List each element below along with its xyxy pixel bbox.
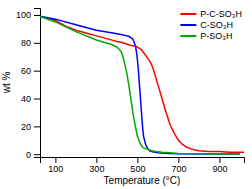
x-axis-tick-label: 500 <box>130 164 145 174</box>
x-axis-tick-mark <box>55 157 56 163</box>
x-axis-tick-label: 700 <box>171 164 186 174</box>
lines <box>40 16 244 154</box>
y-axis-tick-label: 100 <box>16 10 31 20</box>
y-axis-tick: 100 <box>16 10 40 20</box>
y-axis-tick-mark <box>34 43 40 44</box>
x-axis-tick-label: 900 <box>212 164 227 174</box>
series-line <box>40 16 244 152</box>
legend-label: C-SO₃H <box>200 20 233 30</box>
legend-item: C-SO₃H <box>180 20 233 30</box>
x-axis-tick-label: 300 <box>89 164 104 174</box>
y-axis-tick-mark <box>34 71 40 72</box>
x-axis-tick: 300 <box>89 157 104 174</box>
y-axis-line <box>34 9 41 158</box>
legend-label: P-SO₃H <box>200 31 232 41</box>
x-axis-tick: 700 <box>171 157 186 174</box>
legend: P-C-SO₃HC-SO₃HP-SO₃H <box>180 9 242 41</box>
x-axis-line <box>41 158 245 164</box>
y-axis-tick-label: 0 <box>26 150 31 160</box>
y-axis-tick-label: 20 <box>21 122 31 132</box>
y-axis-tick-label: 60 <box>21 66 31 76</box>
y-axis-tick-label: 40 <box>21 94 31 104</box>
y-axis-tick: 40 <box>21 94 40 104</box>
x-axis-tick-mark <box>137 157 138 163</box>
y-axis-tick-mark <box>34 126 40 127</box>
y-axis-tick-mark <box>34 99 40 100</box>
x-axis-tick: 500 <box>130 157 145 174</box>
legend-swatch <box>180 13 196 15</box>
x-axis: 100 300 500 700 900 <box>41 157 245 174</box>
legend-swatch <box>180 24 196 26</box>
x-axis-title: Temperature (°C) <box>104 175 181 186</box>
x-axis-tick: 100 <box>48 157 63 174</box>
y-axis-tick: 0 <box>26 150 40 160</box>
legend-item: P-SO₃H <box>180 31 232 41</box>
plot: 100 300 500 700 900 0 20 40 60 80 100 Temperature (… <box>1 9 245 187</box>
y-axis-tick: 20 <box>21 122 40 132</box>
legend-label: P-C-SO₃H <box>200 9 242 19</box>
y-axis-title: wt % <box>1 72 12 95</box>
y-axis: 0 20 40 60 80 100 <box>16 9 41 160</box>
series-line <box>40 16 240 154</box>
x-axis-tick-label: 100 <box>48 164 63 174</box>
series-line <box>40 16 240 154</box>
x-axis-tick: 900 <box>212 157 227 174</box>
y-axis-tick: 80 <box>21 38 40 48</box>
legend-item: P-C-SO₃H <box>180 9 242 19</box>
y-axis-tick-label: 80 <box>21 38 31 48</box>
y-axis-tick: 60 <box>21 66 40 76</box>
x-axis-tick-mark <box>178 157 179 163</box>
chart: 100 300 500 700 900 0 20 40 60 80 100 Temperature (… <box>0 0 252 189</box>
y-axis-tick-mark <box>34 154 40 155</box>
y-axis-tick-mark <box>34 15 40 16</box>
x-axis-tick-mark <box>96 157 97 163</box>
legend-swatch <box>180 35 196 37</box>
x-axis-tick-mark <box>219 157 220 163</box>
